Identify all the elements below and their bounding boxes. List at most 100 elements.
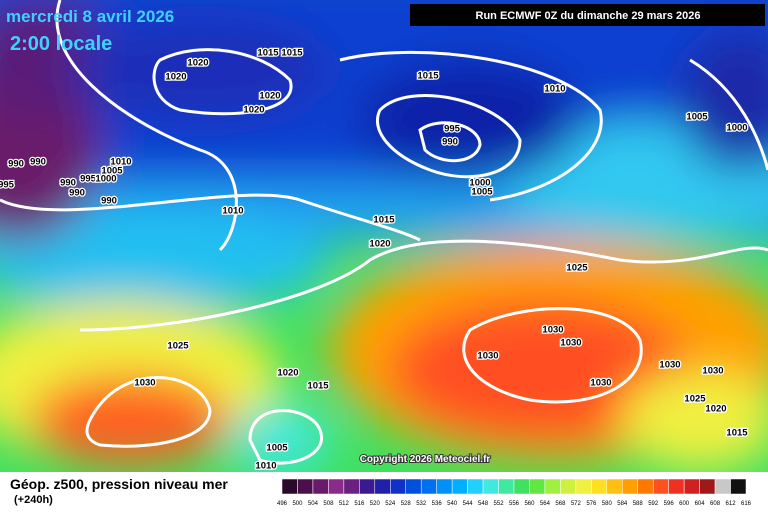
isobar-label: 990 [101,196,117,207]
isobar-label: 1000 [469,178,490,189]
isobar-label: 1010 [255,461,276,472]
isobar-label: 1005 [471,187,493,198]
isobar-label: 1015 [257,48,279,59]
scale-tick-label: 616 [741,501,752,507]
isobar-label: 1015 [373,215,395,226]
isobar-label: 1010 [544,84,565,95]
color-swatch [668,478,685,495]
color-swatch [699,478,716,495]
color-swatch [606,478,623,495]
color-swatch [637,478,654,495]
isobar-label: 1015 [307,381,329,392]
color-swatch [390,478,406,495]
isobar-label: 1000 [95,174,116,185]
isobar-label: 1020 [187,58,208,69]
color-swatch [591,478,608,495]
scale-tick-label: 544 [463,501,474,507]
color-swatch [575,478,592,495]
color-swatch [405,478,422,495]
scale-tick-label: 520 [370,501,381,507]
color-swatch [730,478,747,495]
isobar-label: 1020 [243,105,264,116]
isobar-label: 1005 [686,112,708,123]
scale-tick-label: 540 [447,501,458,507]
scale-tick-label: 612 [726,501,737,507]
color-swatch [343,478,360,495]
isobar-label: 1030 [659,360,680,371]
isobar-label: 990 [69,188,85,199]
scale-tick-label: 564 [540,501,551,507]
color-swatch [622,478,638,495]
scale-tick-label: 528 [401,501,412,507]
isobar-label: 1025 [167,341,189,352]
color-swatch [482,478,499,495]
color-swatch [529,478,546,495]
scale-tick-label: 536 [432,501,443,507]
color-swatch [420,478,437,495]
run-info: Run ECMWF 0Z du dimanche 29 mars 2026 [476,10,701,22]
isobar-label: 1020 [259,91,280,102]
scale-tick-label: 584 [617,501,628,507]
color-swatch [312,478,329,495]
scale-tick-label: 604 [695,501,706,507]
scale-tick-label: 508 [323,501,334,507]
isobar-label: 1030 [134,378,155,389]
isobar-label: 1030 [702,366,723,377]
isobar-label: 1025 [566,263,588,274]
isobar-label: 990 [8,159,24,170]
forecast-time: 2:00 locale [10,33,112,55]
scale-tick-label: 524 [385,501,396,507]
copyright: Copyright 2026 Meteociel.fr [360,454,491,465]
isobar-label: 1025 [684,394,706,405]
isobar-label: 1015 [417,71,439,82]
legend-title: Géop. z500, pression niveau mer [10,476,228,492]
color-swatch [328,478,345,495]
scale-tick-label: 588 [633,501,644,507]
lead-time: (+240h) [14,494,53,506]
isobar-label: 1015 [281,48,303,59]
scale-tick-label: 500 [292,501,303,507]
forecast-date: mercredi 8 avril 2026 [6,7,174,26]
isobar-label: 1030 [560,338,581,349]
scale-tick-label: 580 [602,501,613,507]
isobar-label: 1020 [165,72,186,83]
isobar-label: 995 [0,180,15,191]
scale-tick-label: 560 [524,501,535,507]
color-swatch [467,478,484,495]
scale-tick-label: 568 [555,501,566,507]
isobar-label: 1000 [726,123,747,134]
scale-tick-label: 532 [416,501,427,507]
scale-tick-label: 548 [478,501,489,507]
color-swatch [652,478,669,495]
isobar-label: 1020 [277,368,298,379]
color-swatch [374,478,391,495]
isobar-label: 995 [444,124,461,135]
scale-tick-label: 592 [648,501,659,507]
color-swatch [513,478,530,495]
isobar-label: 1030 [542,325,563,336]
isobar-label: 1020 [369,239,390,250]
scale-tick-label: 556 [509,501,520,507]
isobar-label: 1030 [477,351,498,362]
isobar-label: 995 [80,174,97,185]
color-swatch [436,478,453,495]
color-swatch [683,478,700,495]
isobar-label: 1020 [705,404,726,415]
scale-tick-label: 596 [664,501,675,507]
isobar-label: 990 [30,157,46,168]
color-swatch [297,478,314,495]
scale-tick-label: 552 [494,501,505,507]
run-box [410,4,765,26]
color-swatch [359,478,376,495]
color-swatch [281,478,298,495]
scale-tick-label: 516 [354,501,365,507]
color-swatch [714,478,731,495]
isobar-label: 990 [60,178,76,189]
isobar-label: 1005 [266,443,288,454]
color-scale: 496 500 504 508 512 516 520 524 528 532 536 540 544 5… [277,478,752,507]
isobar-label: 1010 [110,157,131,168]
scale-tick-label: 496 [277,501,288,507]
isobar-label: 1005 [101,166,123,177]
